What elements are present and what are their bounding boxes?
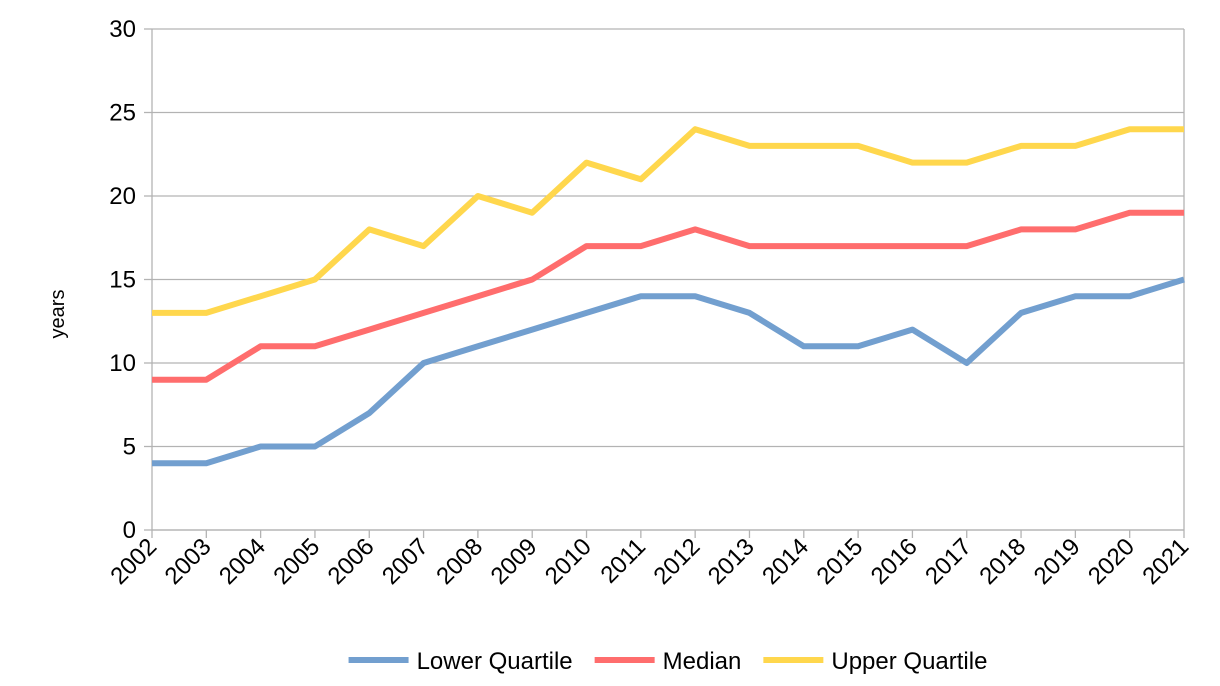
legend-label-median: Median (663, 648, 742, 675)
x-tick-label: 2007 (377, 533, 434, 590)
y-tick-label: 25 (109, 100, 136, 127)
y-tick-label: 20 (109, 183, 136, 210)
y-tick-label: 15 (109, 267, 136, 294)
x-tick-label: 2004 (214, 533, 271, 590)
x-tick-label: 2002 (105, 533, 162, 590)
series-line-upper-quartile (152, 126, 1184, 316)
x-tick-label: 2003 (160, 533, 217, 590)
gridlines (152, 28, 1184, 531)
x-tick-labels: 2002200320042005200620072008200920102011… (105, 533, 1194, 590)
x-tick-label: 2016 (866, 533, 923, 590)
y-tick-label: 10 (109, 350, 136, 377)
x-tick-label: 2010 (540, 533, 597, 590)
y-tick-label: 0 (123, 517, 136, 544)
series-line-lower-quartile (152, 276, 1185, 467)
x-tick-label: 2017 (920, 533, 977, 590)
y-axis-title: years (47, 290, 69, 339)
x-tick-label: 2009 (486, 533, 543, 590)
x-tick-label: 2015 (812, 533, 869, 590)
x-tick-label: 2013 (703, 533, 760, 590)
x-tick-label: 2011 (595, 533, 651, 589)
legend-label-upper-quartile: Upper Quartile (831, 648, 987, 675)
x-tick-label: 2006 (323, 533, 380, 590)
y-tick-labels: 0 5 10 15 20 25 30 (109, 16, 136, 544)
x-tick-label: 2008 (431, 533, 488, 590)
y-tick-label: 5 (123, 434, 136, 461)
legend-label-lower-quartile: Lower Quartile (417, 648, 573, 675)
x-tick-label: 2014 (757, 533, 814, 590)
x-tick-label: 2019 (1029, 533, 1086, 590)
series-line-median (152, 209, 1184, 383)
x-tick-label: 2005 (268, 533, 325, 590)
legend: Lower Quartile Median Upper Quartile (348, 648, 987, 675)
x-tick-label: 2018 (974, 533, 1031, 590)
y-tick-label: 30 (109, 16, 136, 43)
x-tick-label: 2012 (649, 533, 706, 590)
x-tick-label: 2021 (1137, 533, 1194, 590)
series-lines (152, 126, 1185, 467)
x-tick-label: 2020 (1083, 533, 1140, 590)
